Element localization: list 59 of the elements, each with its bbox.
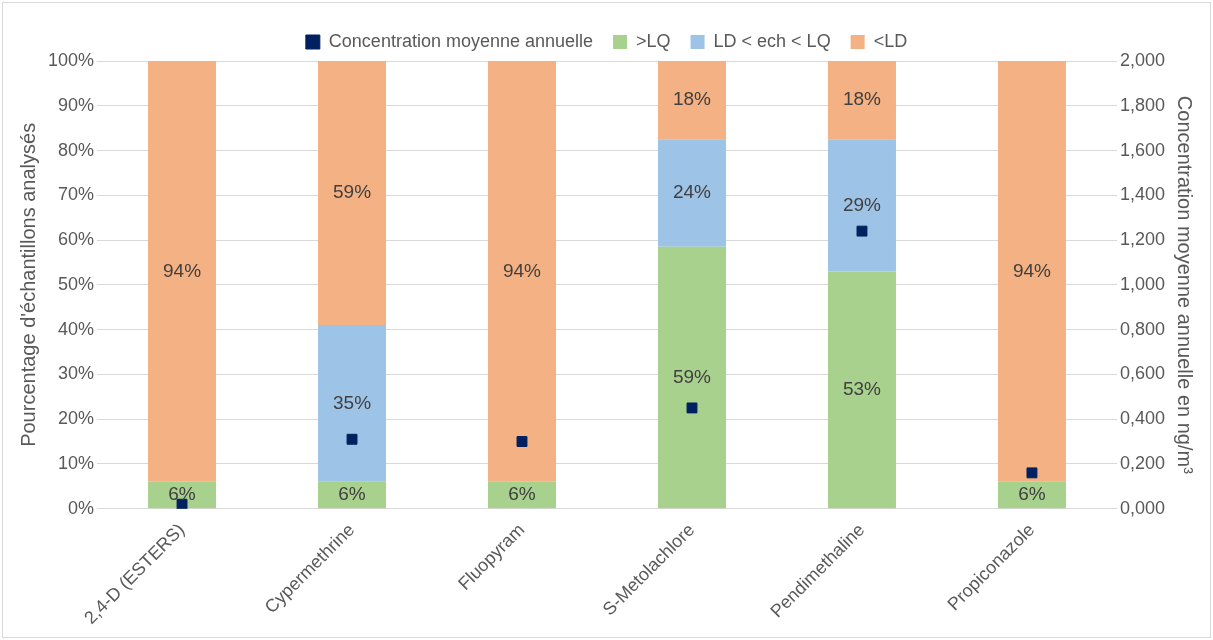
data-label: 6% — [1018, 483, 1046, 505]
y2-tick-label: 1,600 — [1119, 139, 1165, 160]
legend-label: >LQ — [636, 30, 671, 51]
data-label: 53% — [842, 378, 882, 400]
point — [346, 433, 358, 445]
bar — [657, 246, 726, 509]
point — [686, 402, 698, 414]
data-label: 29% — [842, 193, 882, 215]
data-label: 18% — [672, 88, 712, 110]
y-tick-label: 60% — [58, 229, 95, 250]
bar — [827, 61, 896, 140]
bar — [657, 139, 726, 247]
y2-tick-label: 1,400 — [1119, 184, 1165, 205]
y-tick-label: 50% — [58, 273, 95, 294]
y2-tick-label: 0,800 — [1119, 318, 1165, 339]
data-label: 6% — [168, 483, 196, 505]
legend-label: <LD — [873, 30, 908, 51]
y-tick-label: 70% — [58, 184, 95, 205]
data-label: 59% — [333, 181, 372, 203]
point — [1026, 467, 1038, 479]
y-tick-label: 20% — [58, 408, 95, 429]
bar — [997, 61, 1066, 482]
bar — [148, 61, 217, 482]
y-tick-label: 10% — [58, 452, 95, 473]
y-tick-label: 80% — [58, 139, 95, 160]
point — [516, 436, 528, 447]
y-tick-label: 40% — [58, 318, 95, 339]
bar — [318, 61, 387, 326]
bar — [827, 139, 896, 272]
data-label: 35% — [333, 391, 372, 413]
data-label: 24% — [672, 181, 712, 203]
y2-tick-label: 2,000 — [1119, 49, 1165, 70]
legend-label: Concentration moyenne annuelle — [328, 30, 594, 51]
y2-tick-label: 1,800 — [1119, 94, 1165, 115]
bar — [657, 61, 726, 140]
y-tick-label: 100% — [47, 49, 95, 70]
data-label: 94% — [502, 259, 542, 281]
y-tick-label: 0% — [68, 497, 95, 518]
point — [856, 225, 868, 237]
legend-label: LD < ech < LQ — [713, 30, 831, 51]
y-tick-label: 30% — [58, 363, 95, 384]
y2-tick-label: 0,200 — [1119, 452, 1165, 473]
bar — [827, 271, 896, 509]
data-label: 6% — [508, 483, 536, 505]
data-label: 6% — [338, 483, 366, 505]
y2-tick-label: 0,000 — [1119, 497, 1165, 518]
y2-tick-label: 0,600 — [1119, 363, 1165, 384]
data-label: 59% — [672, 365, 712, 387]
y2-axis-title: Concentration moyenne annuelle en ng/m³ — [1174, 95, 1197, 475]
y2-tick-label: 1,000 — [1119, 273, 1165, 294]
y2-tick-label: 0,400 — [1119, 408, 1165, 429]
data-label: 18% — [842, 88, 882, 110]
y2-tick-label: 1,200 — [1119, 229, 1165, 250]
bar — [488, 61, 556, 482]
data-label: 94% — [1012, 259, 1052, 281]
y-axis-title: Pourcentage d'échantillons analysés — [16, 122, 39, 447]
bar — [318, 325, 387, 482]
data-label: 94% — [163, 259, 202, 281]
y-tick-label: 90% — [58, 94, 95, 115]
